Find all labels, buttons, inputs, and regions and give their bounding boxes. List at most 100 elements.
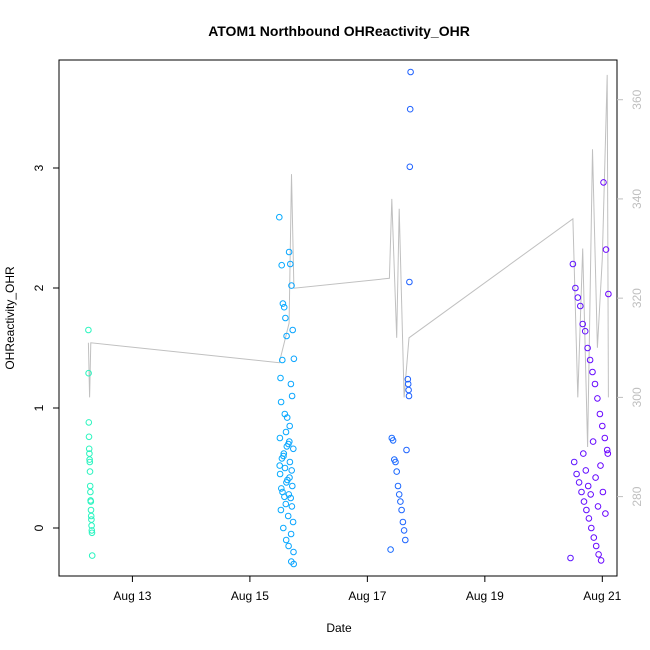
data-point: [596, 410, 604, 418]
data-point: [287, 380, 295, 388]
data-point: [290, 445, 297, 453]
data-point: [591, 380, 599, 388]
data-point: [580, 450, 587, 457]
data-point: [578, 488, 585, 496]
data-point: [288, 503, 296, 510]
data-point: [585, 515, 593, 522]
data-point: [286, 458, 294, 466]
data-point: [86, 456, 93, 463]
data-point: [406, 278, 413, 286]
data-point: [406, 105, 414, 113]
data-point: [87, 512, 95, 520]
data-point: [597, 462, 604, 469]
data-point: [88, 527, 96, 534]
data-point: [276, 213, 283, 221]
data-point: [580, 498, 588, 505]
data-point: [406, 163, 414, 171]
data-point: [286, 474, 293, 481]
secondary-series-line: [87, 74, 609, 448]
data-point: [287, 260, 294, 268]
data-point: [589, 368, 596, 376]
data-point: [282, 428, 290, 436]
data-point: [278, 485, 285, 492]
data-point: [588, 524, 595, 532]
data-point: [583, 506, 590, 514]
data-point: [392, 458, 399, 466]
data-point: [601, 434, 609, 442]
data-point: [592, 542, 600, 550]
data-point: [597, 557, 605, 564]
data-point: [605, 290, 612, 298]
data-point: [394, 482, 402, 490]
data-point: [290, 548, 297, 556]
data-point: [288, 392, 296, 400]
y-axis-label: OHReactivity_OHR: [3, 266, 17, 370]
data-point: [398, 506, 405, 514]
data-point: [402, 536, 409, 544]
data-point: [285, 542, 292, 550]
data-point: [389, 437, 397, 444]
data-point: [279, 300, 287, 307]
data-point: [277, 506, 285, 514]
data-point: [581, 327, 589, 335]
data-point: [603, 446, 611, 454]
data-point: [283, 414, 291, 421]
data-point: [397, 498, 404, 505]
data-point: [579, 320, 587, 328]
data-point: [602, 510, 609, 517]
data-point: [287, 530, 295, 538]
data-point: [289, 326, 297, 334]
data-point: [594, 503, 602, 510]
data-point: [88, 516, 95, 523]
data-point: [290, 560, 298, 568]
x-tick-label: Aug 19: [466, 589, 504, 603]
y2-tick-label: 360: [630, 89, 644, 109]
data-point: [87, 498, 95, 505]
data-point: [590, 534, 598, 541]
data-point: [281, 493, 288, 501]
data-point: [86, 482, 94, 490]
data-point: [276, 462, 284, 469]
data-point: [602, 246, 610, 253]
data-point: [85, 433, 93, 441]
data-point: [277, 374, 284, 382]
data-point: [282, 536, 290, 544]
data-point: [88, 552, 96, 559]
data-point: [276, 434, 284, 442]
data-point: [575, 479, 583, 486]
data-point: [595, 551, 602, 558]
data-point: [284, 512, 292, 520]
data-point: [282, 314, 289, 322]
data-point: [407, 68, 414, 76]
data-point: [594, 395, 601, 402]
data-point: [289, 518, 297, 526]
x-tick-label: Aug 15: [231, 589, 269, 603]
data-point: [405, 392, 413, 400]
data-point: [400, 527, 408, 534]
x-axis-label: Date: [326, 621, 352, 635]
data-point: [85, 419, 93, 426]
data-point: [586, 356, 594, 364]
data-point: [599, 488, 607, 496]
y2-tick-label: 320: [630, 288, 644, 308]
data-point: [289, 482, 296, 490]
data-point: [399, 518, 407, 526]
y-tick-label: 3: [32, 164, 46, 171]
y2-tick-label: 340: [630, 189, 644, 209]
data-point: [567, 554, 574, 562]
data-point: [87, 506, 95, 514]
data-point: [573, 470, 580, 478]
data-point: [288, 467, 296, 474]
point-layer: [85, 68, 612, 568]
data-point: [276, 470, 284, 478]
data-point: [589, 438, 597, 445]
data-point: [584, 344, 591, 352]
data-point: [85, 369, 92, 377]
data-point: [404, 375, 412, 383]
y-tick-label: 2: [32, 284, 46, 291]
data-point: [85, 326, 92, 334]
data-point: [278, 261, 286, 269]
y-tick-label: 0: [32, 524, 46, 531]
data-point: [283, 443, 291, 450]
y2-tick-label: 300: [630, 387, 644, 407]
